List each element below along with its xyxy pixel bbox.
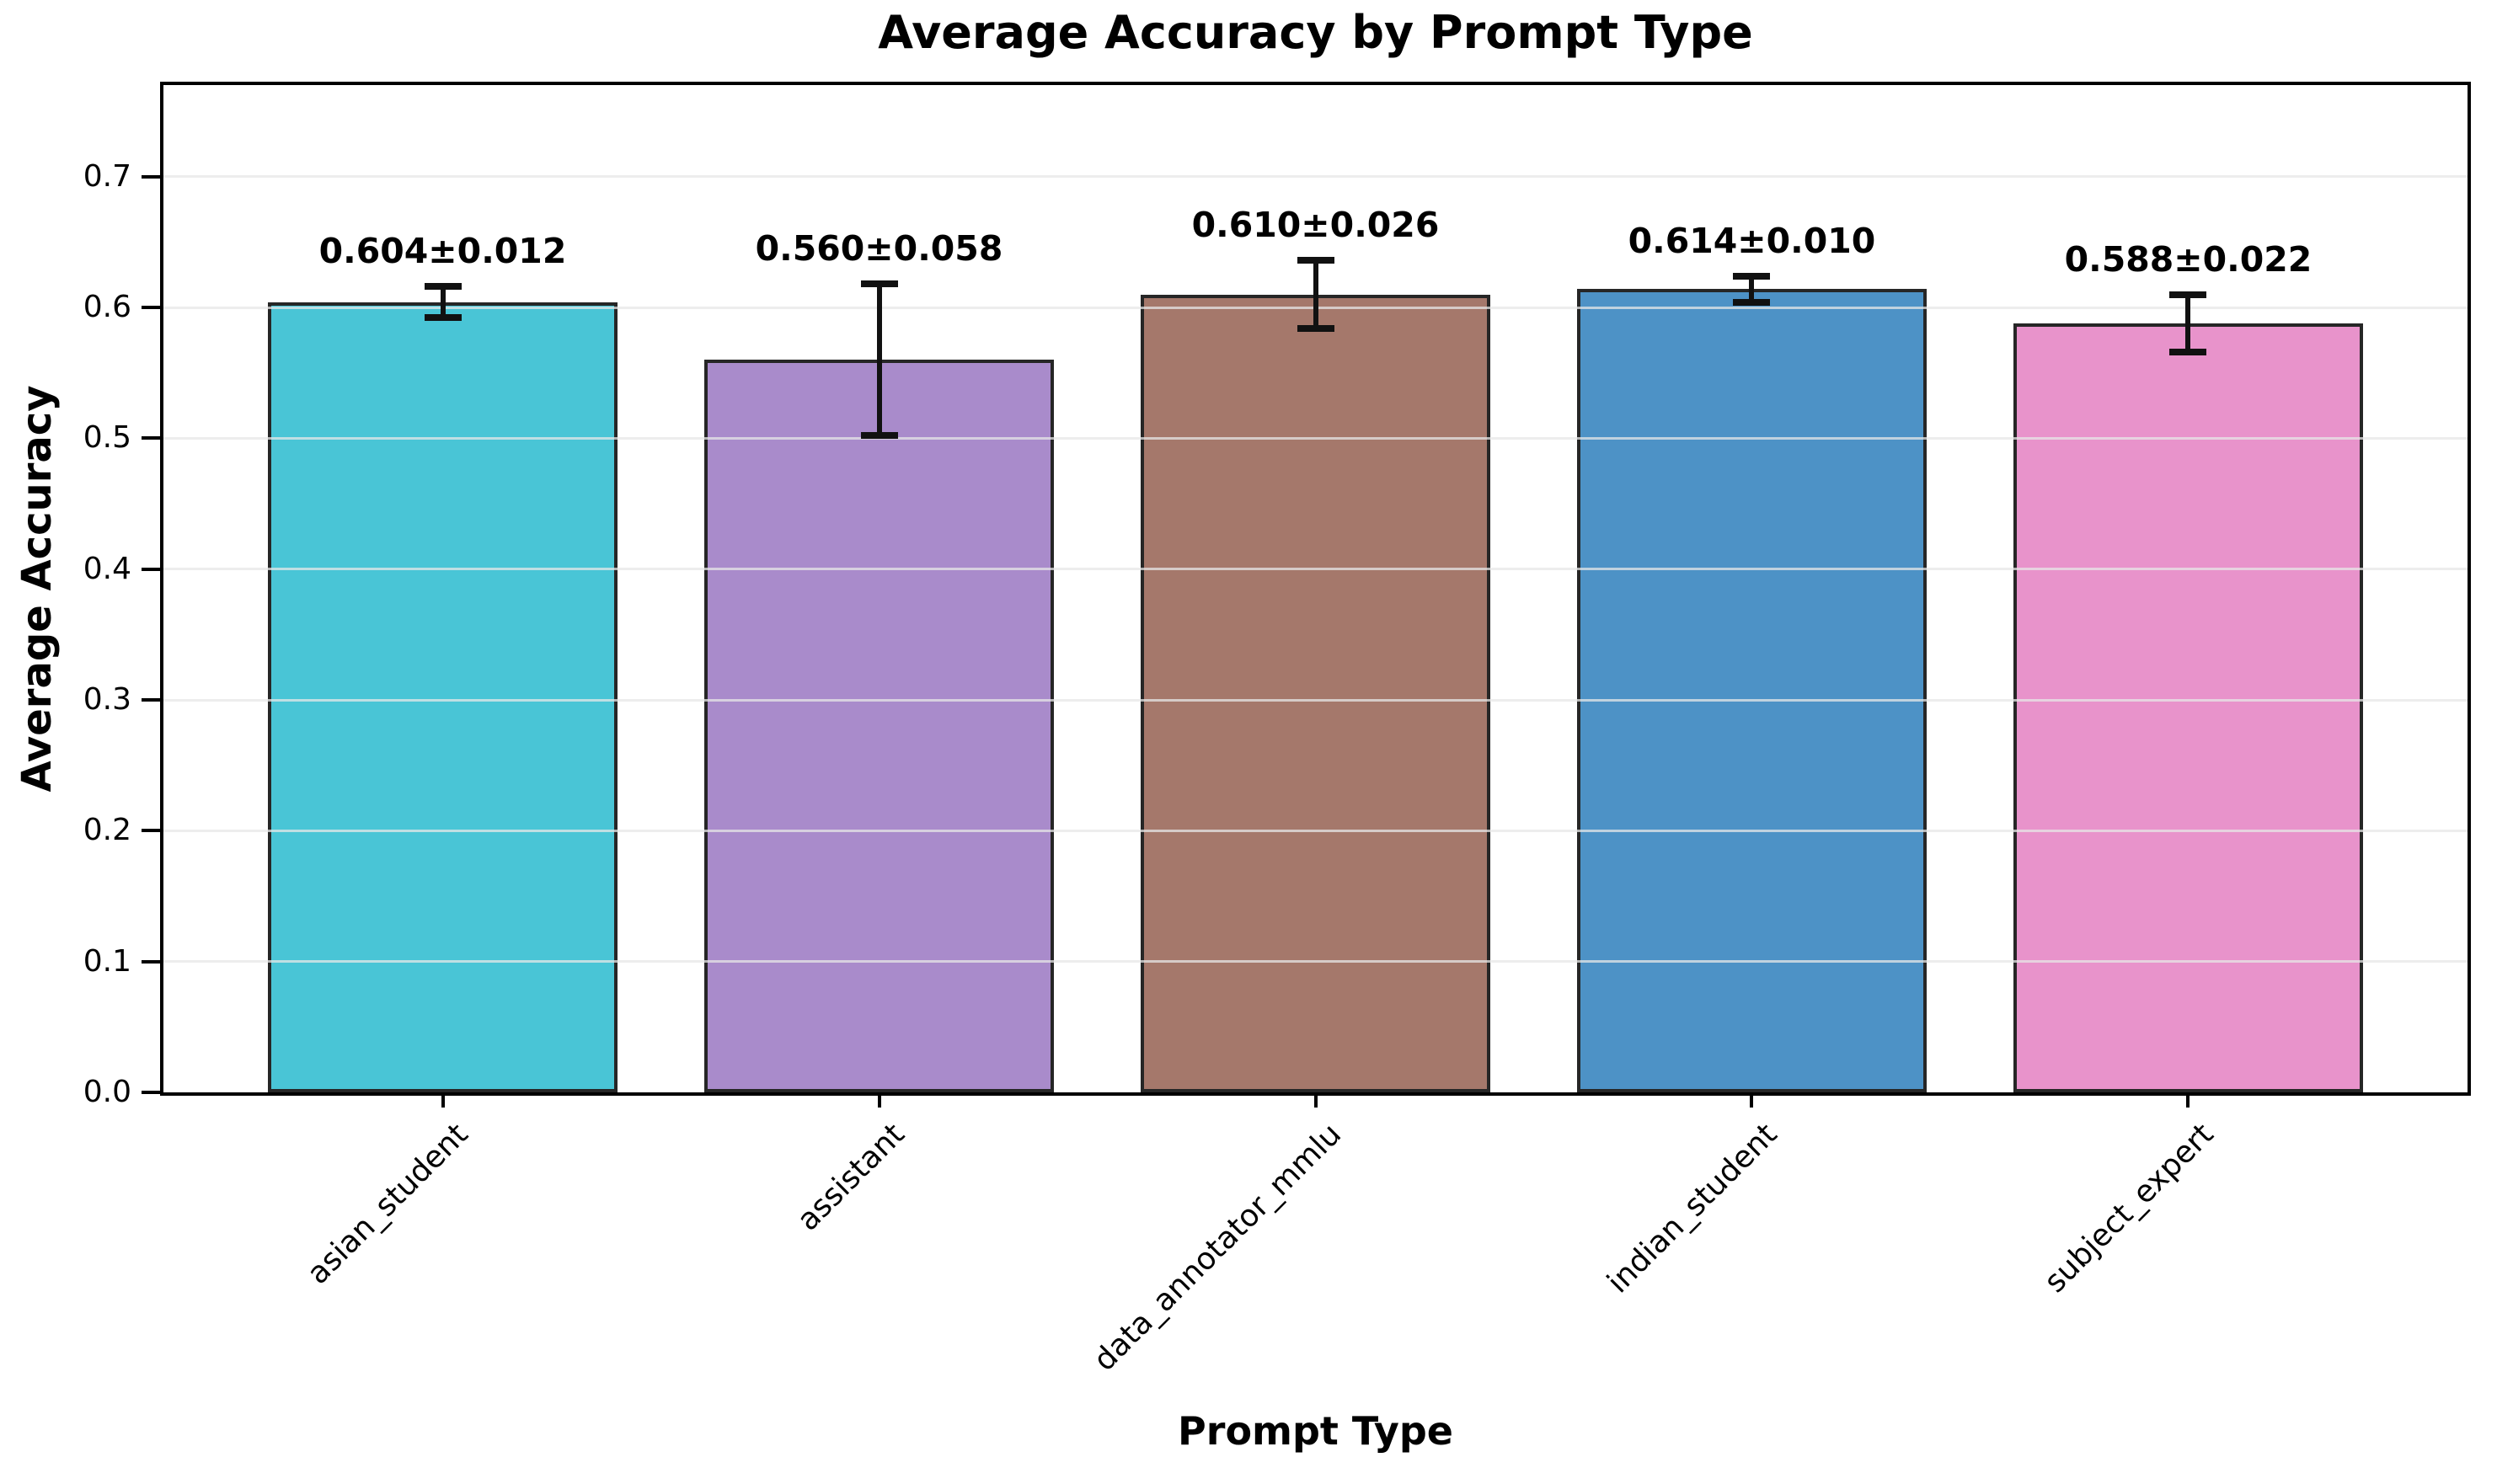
error-bar-cap-top xyxy=(860,280,898,288)
bar-value-label: 0.588±0.022 xyxy=(2064,238,2313,280)
error-bar-cap-bottom xyxy=(860,432,898,440)
x-tick-label-indian_student: indian_student xyxy=(1601,1117,1784,1300)
error-bar-line xyxy=(2185,294,2191,352)
y-tick xyxy=(142,174,160,179)
y-tick-label: 0.4 xyxy=(83,551,131,586)
error-bar-cap-top xyxy=(424,283,462,291)
x-tick-label-asian_student: asian_student xyxy=(301,1117,475,1292)
bar-assistant xyxy=(704,360,1054,1092)
gridline-0.3 xyxy=(163,698,2468,702)
bar-value-label: 0.560±0.058 xyxy=(755,228,1003,270)
error-bar-line xyxy=(440,286,446,318)
y-tick xyxy=(142,567,160,571)
bar-asian_student xyxy=(268,302,618,1092)
x-tick xyxy=(877,1092,881,1108)
x-tick xyxy=(2186,1092,2190,1108)
bar-value-label: 0.614±0.010 xyxy=(1628,220,1876,261)
bar-value-label: 0.610±0.026 xyxy=(1191,205,1440,246)
error-bar-cap-bottom xyxy=(424,314,462,322)
gridline-0.7 xyxy=(163,175,2468,179)
y-tick xyxy=(142,306,160,310)
y-tick-label: 0.1 xyxy=(83,943,131,979)
x-tick-label-data_annotator_mmlu: data_annotator_mmlu xyxy=(1087,1117,1348,1378)
y-tick xyxy=(142,829,160,833)
y-tick xyxy=(142,959,160,964)
gridline-0.1 xyxy=(163,960,2468,964)
bar-data_annotator_mmlu xyxy=(1141,294,1490,1092)
y-tick-label: 0.0 xyxy=(83,1075,131,1109)
bar-indian_student xyxy=(1577,289,1927,1092)
y-tick-label: 0.3 xyxy=(83,682,131,718)
x-axis-label: Prompt Type xyxy=(1178,1408,1453,1454)
error-bar-cap-top xyxy=(2169,291,2207,298)
y-tick xyxy=(142,698,160,702)
error-bar-line xyxy=(1749,275,1755,302)
y-tick-label: 0.2 xyxy=(83,813,131,848)
y-tick-label: 0.5 xyxy=(83,420,131,456)
y-tick-label: 0.6 xyxy=(83,290,131,325)
error-bar-cap-bottom xyxy=(1297,324,1334,332)
plot-area: 0.604±0.012 0.560±0.058 0.610±0.026 0.614±0… xyxy=(83,82,2471,1378)
x-tick xyxy=(441,1092,445,1108)
error-bar-cap-bottom xyxy=(1733,298,1771,306)
error-bar-line xyxy=(876,284,882,436)
gridline-0.4 xyxy=(163,568,2468,571)
error-bar-cap-top xyxy=(1297,257,1334,264)
y-tick xyxy=(142,436,160,440)
bar-value-label: 0.604±0.012 xyxy=(318,231,567,272)
chart-title: Average Accuracy by Prompt Type xyxy=(878,6,1753,59)
x-tick xyxy=(1750,1092,1754,1108)
error-bar-cap-top xyxy=(1733,272,1771,280)
gridline-0.2 xyxy=(163,829,2468,832)
y-tick-label: 0.7 xyxy=(83,158,131,194)
bar-subject_expert xyxy=(2013,323,2363,1092)
error-bar-cap-bottom xyxy=(2169,348,2207,355)
gridline-0.5 xyxy=(163,436,2468,440)
y-tick xyxy=(142,1091,160,1094)
error-bar-line xyxy=(1313,260,1318,328)
x-tick xyxy=(1313,1092,1318,1108)
x-tick-label-assistant: assistant xyxy=(790,1117,912,1238)
x-tick-label-subject_expert: subject_expert xyxy=(2038,1117,2221,1300)
